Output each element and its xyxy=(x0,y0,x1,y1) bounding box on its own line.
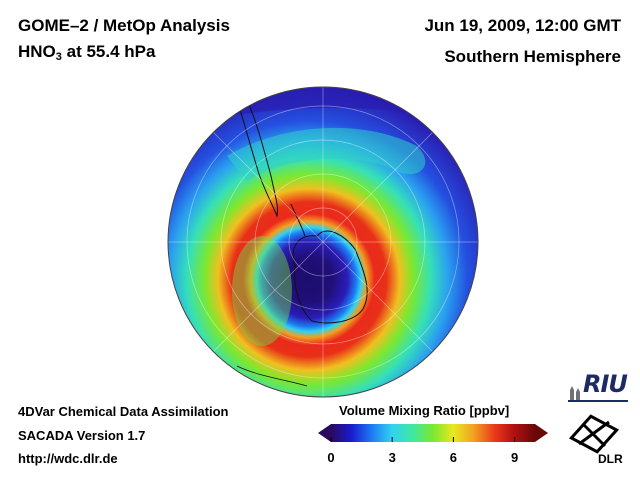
hemisphere-globe-map xyxy=(167,86,479,398)
colorbar-tick-label: 3 xyxy=(388,450,396,465)
footer-line-method: 4DVar Chemical Data Assimilation xyxy=(18,404,229,419)
riu-logo-text: RIU xyxy=(583,370,628,398)
colorbar-over-arrow xyxy=(535,424,548,442)
mid-latitude-arm xyxy=(232,236,292,346)
dlr-logo xyxy=(568,414,620,454)
colorbar-tick-label: 6 xyxy=(449,450,458,465)
colorbar-tick-marks xyxy=(330,437,516,442)
colorbar-ramp xyxy=(331,424,535,442)
map-title: GOME–2 / MetOp Analysis xyxy=(18,16,230,35)
colorbar xyxy=(318,424,548,442)
colorbar-title: Volume Mixing Ratio [ppbv] xyxy=(339,403,510,418)
antarctic-peninsula xyxy=(290,203,306,237)
analysis-datetime: Jun 19, 2009, 12:00 GMT xyxy=(424,16,621,35)
species-subscript: 3 xyxy=(55,51,62,63)
footer-url-link[interactable]: http://wdc.dlr.de xyxy=(18,451,118,466)
riu-logo xyxy=(568,386,628,402)
dlr-logo-text: DLR xyxy=(598,452,623,466)
australia-coastline xyxy=(236,365,308,387)
riu-cathedral-icon xyxy=(570,386,580,400)
colorbar-under-arrow xyxy=(318,424,331,442)
species-formula: HNO xyxy=(18,42,56,61)
globe-outline xyxy=(167,86,479,398)
footer-line-version: SACADA Version 1.7 xyxy=(18,428,146,443)
colorbar-tick-label: 9 xyxy=(510,450,519,465)
hemisphere-label: Southern Hemisphere xyxy=(444,47,621,66)
pressure-level: at 55.4 hPa xyxy=(61,42,156,61)
graticule xyxy=(168,87,478,397)
high-latitude-streamer xyxy=(227,127,426,181)
species-level-label: HNO3 at 55.4 hPa xyxy=(18,42,155,63)
colorbar-tick-label: 0 xyxy=(327,450,335,465)
south-america-coastline xyxy=(238,95,278,218)
antarctica-coastline xyxy=(292,230,368,324)
